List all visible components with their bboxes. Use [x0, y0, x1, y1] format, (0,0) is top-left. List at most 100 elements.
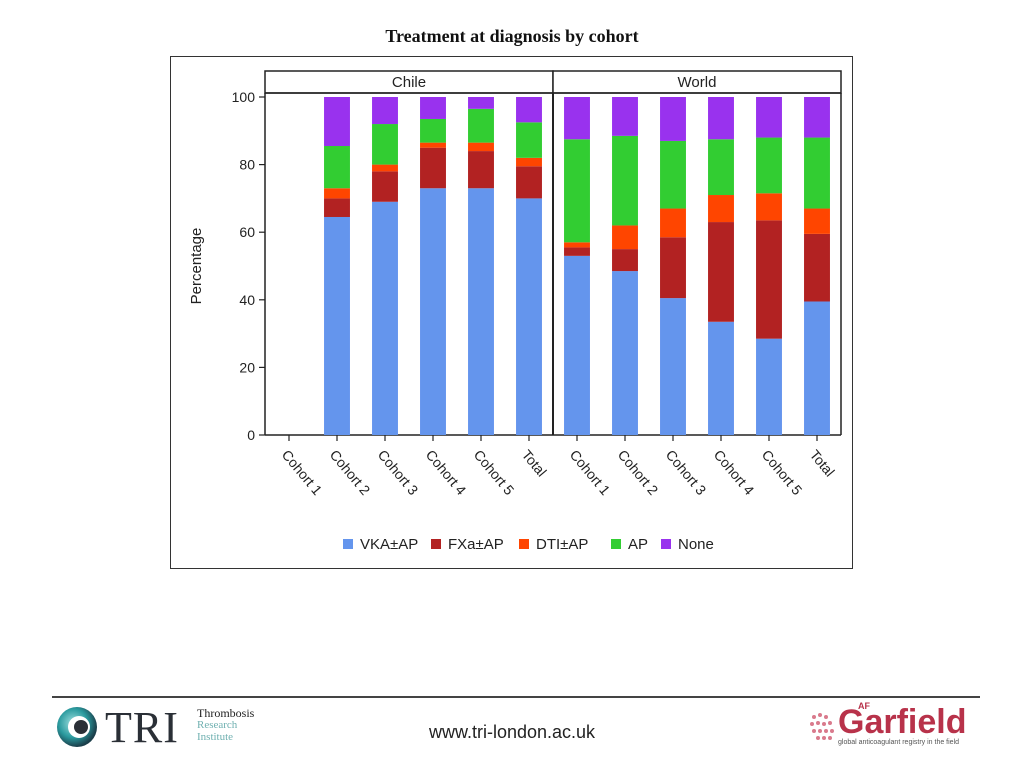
bar-world-cohort-1-vkaap: [564, 255, 590, 435]
y-tick-label: 40: [239, 292, 255, 308]
x-tick-label: Cohort 3: [663, 447, 710, 499]
bar-chile-cohort-5-vkaap: [468, 188, 494, 435]
panel-label-chile: Chile: [392, 74, 426, 91]
legend-label: FXa±AP: [448, 536, 504, 553]
bar-world-total-none: [804, 97, 830, 138]
tri-logo[interactable]: TRI Thrombosis Research Institute: [55, 705, 295, 751]
bar-world-total-dtiap: [804, 208, 830, 234]
bar-world-total-ap: [804, 137, 830, 209]
x-tick-label: Cohort 2: [327, 447, 374, 499]
bar-world-cohort-1-none: [564, 97, 590, 140]
y-axis-title: Percentage: [188, 228, 205, 305]
legend-swatch: [431, 539, 441, 549]
x-tick-label: Cohort 4: [423, 447, 470, 499]
tri-logo-text: TRI: [105, 703, 179, 752]
bar-chile-cohort-3-ap: [372, 124, 398, 165]
panel-label-world: World: [678, 74, 717, 91]
bar-chile-cohort-4-dtiap: [420, 142, 446, 148]
y-tick-label: 60: [239, 224, 255, 240]
bar-world-cohort-5-fxaap: [756, 220, 782, 339]
bar-chile-cohort-3-dtiap: [372, 164, 398, 172]
bar-world-cohort-5-vkaap: [756, 338, 782, 435]
x-tick-label: Cohort 1: [567, 447, 614, 499]
legend-label: AP: [628, 536, 648, 553]
bar-world-cohort-1-dtiap: [564, 242, 590, 248]
bar-chile-cohort-4-none: [420, 97, 446, 119]
bar-world-cohort-3-dtiap: [660, 208, 686, 238]
garfield-dots-icon: [810, 713, 834, 740]
bar-chile-cohort-4-ap: [420, 118, 446, 143]
bar-world-cohort-2-none: [612, 97, 638, 136]
bar-world-total-vkaap: [804, 301, 830, 435]
bar-world-cohort-4-dtiap: [708, 195, 734, 223]
bar-world-cohort-4-ap: [708, 139, 734, 196]
footer-url[interactable]: www.tri-london.ac.uk: [428, 722, 596, 742]
bar-chile-cohort-3-fxaap: [372, 171, 398, 202]
bar-chile-total-ap: [516, 122, 542, 158]
bar-world-cohort-2-vkaap: [612, 271, 638, 435]
bar-chile-cohort-3-vkaap: [372, 201, 398, 435]
garfield-logo-text: Garfield: [838, 703, 967, 741]
x-tick-label: Cohort 5: [759, 447, 806, 499]
bar-chile-cohort-4-fxaap: [420, 147, 446, 189]
y-tick-label: 100: [232, 89, 256, 105]
x-tick-label: Cohort 4: [711, 447, 758, 499]
tri-circle-icon: [57, 707, 97, 747]
bar-chile-total-vkaap: [516, 198, 542, 435]
x-tick-label: Total: [807, 447, 838, 480]
bar-world-cohort-3-ap: [660, 140, 686, 209]
tri-logo-subtitle: Thrombosis Research Institute: [197, 706, 255, 743]
bar-chile-total-none: [516, 97, 542, 123]
bar-world-cohort-4-vkaap: [708, 321, 734, 435]
bar-chile-cohort-2-vkaap: [324, 216, 350, 435]
bar-world-cohort-1-ap: [564, 139, 590, 243]
legend-label: DTI±AP: [536, 536, 588, 553]
bar-world-cohort-3-vkaap: [660, 298, 686, 435]
legend-swatch: [343, 539, 353, 549]
bar-world-cohort-4-none: [708, 97, 734, 140]
bar-chile-cohort-5-fxaap: [468, 151, 494, 189]
bar-world-cohort-5-dtiap: [756, 193, 782, 221]
garfield-logo[interactable]: AF Garfield global anticoagulant registr…: [808, 701, 976, 751]
bar-chile-cohort-2-none: [324, 97, 350, 147]
legend-swatch: [661, 539, 671, 549]
y-tick-label: 20: [239, 359, 255, 375]
y-tick-label: 80: [239, 157, 255, 173]
chart-frame: Chile World 0 20 40 60 80 100 Percentage Cohort 1…: [170, 56, 853, 569]
x-tick-label: Cohort 3: [375, 447, 422, 499]
x-tick-label: Cohort 2: [615, 447, 662, 499]
bar-world-total-fxaap: [804, 233, 830, 302]
x-tick-label: Cohort 1: [279, 447, 326, 499]
bar-world-cohort-5-none: [756, 97, 782, 138]
footer-divider: [52, 696, 980, 698]
bar-world-cohort-3-fxaap: [660, 237, 686, 299]
bar-chile-total-dtiap: [516, 157, 542, 167]
legend-swatch: [519, 539, 529, 549]
garfield-logo-tagline: global anticoagulant registry in the fie…: [838, 739, 960, 746]
bar-chile-cohort-2-ap: [324, 146, 350, 189]
legend-swatch: [611, 539, 621, 549]
bar-chile-cohort-4-vkaap: [420, 188, 446, 435]
bar-world-cohort-3-none: [660, 97, 686, 141]
bar-chile-cohort-3-none: [372, 97, 398, 125]
bar-world-cohort-2-fxaap: [612, 249, 638, 272]
y-tick-label: 0: [247, 427, 255, 443]
bar-chile-cohort-5-none: [468, 97, 494, 109]
x-tick-label: Total: [519, 447, 550, 480]
bar-world-cohort-1-fxaap: [564, 247, 590, 256]
bar-world-cohort-5-ap: [756, 137, 782, 194]
bar-chile-total-fxaap: [516, 166, 542, 199]
bar-chile-cohort-5-ap: [468, 108, 494, 143]
bar-chile-cohort-2-fxaap: [324, 198, 350, 217]
bar-chile-cohort-5-dtiap: [468, 142, 494, 152]
stacked-bar-chart: Chile World 0 20 40 60 80 100 Percentage Cohort 1…: [188, 70, 842, 553]
legend-label: VKA±AP: [360, 536, 418, 553]
bar-chile-cohort-2-dtiap: [324, 188, 350, 199]
slide-title: Treatment at diagnosis by cohort: [385, 26, 639, 46]
bar-world-cohort-2-ap: [612, 135, 638, 226]
garfield-logo-prefix: AF: [858, 701, 870, 711]
x-tick-label: Cohort 5: [471, 447, 518, 499]
legend-label: None: [678, 536, 714, 553]
bar-world-cohort-2-dtiap: [612, 225, 638, 250]
bar-world-cohort-4-fxaap: [708, 222, 734, 322]
